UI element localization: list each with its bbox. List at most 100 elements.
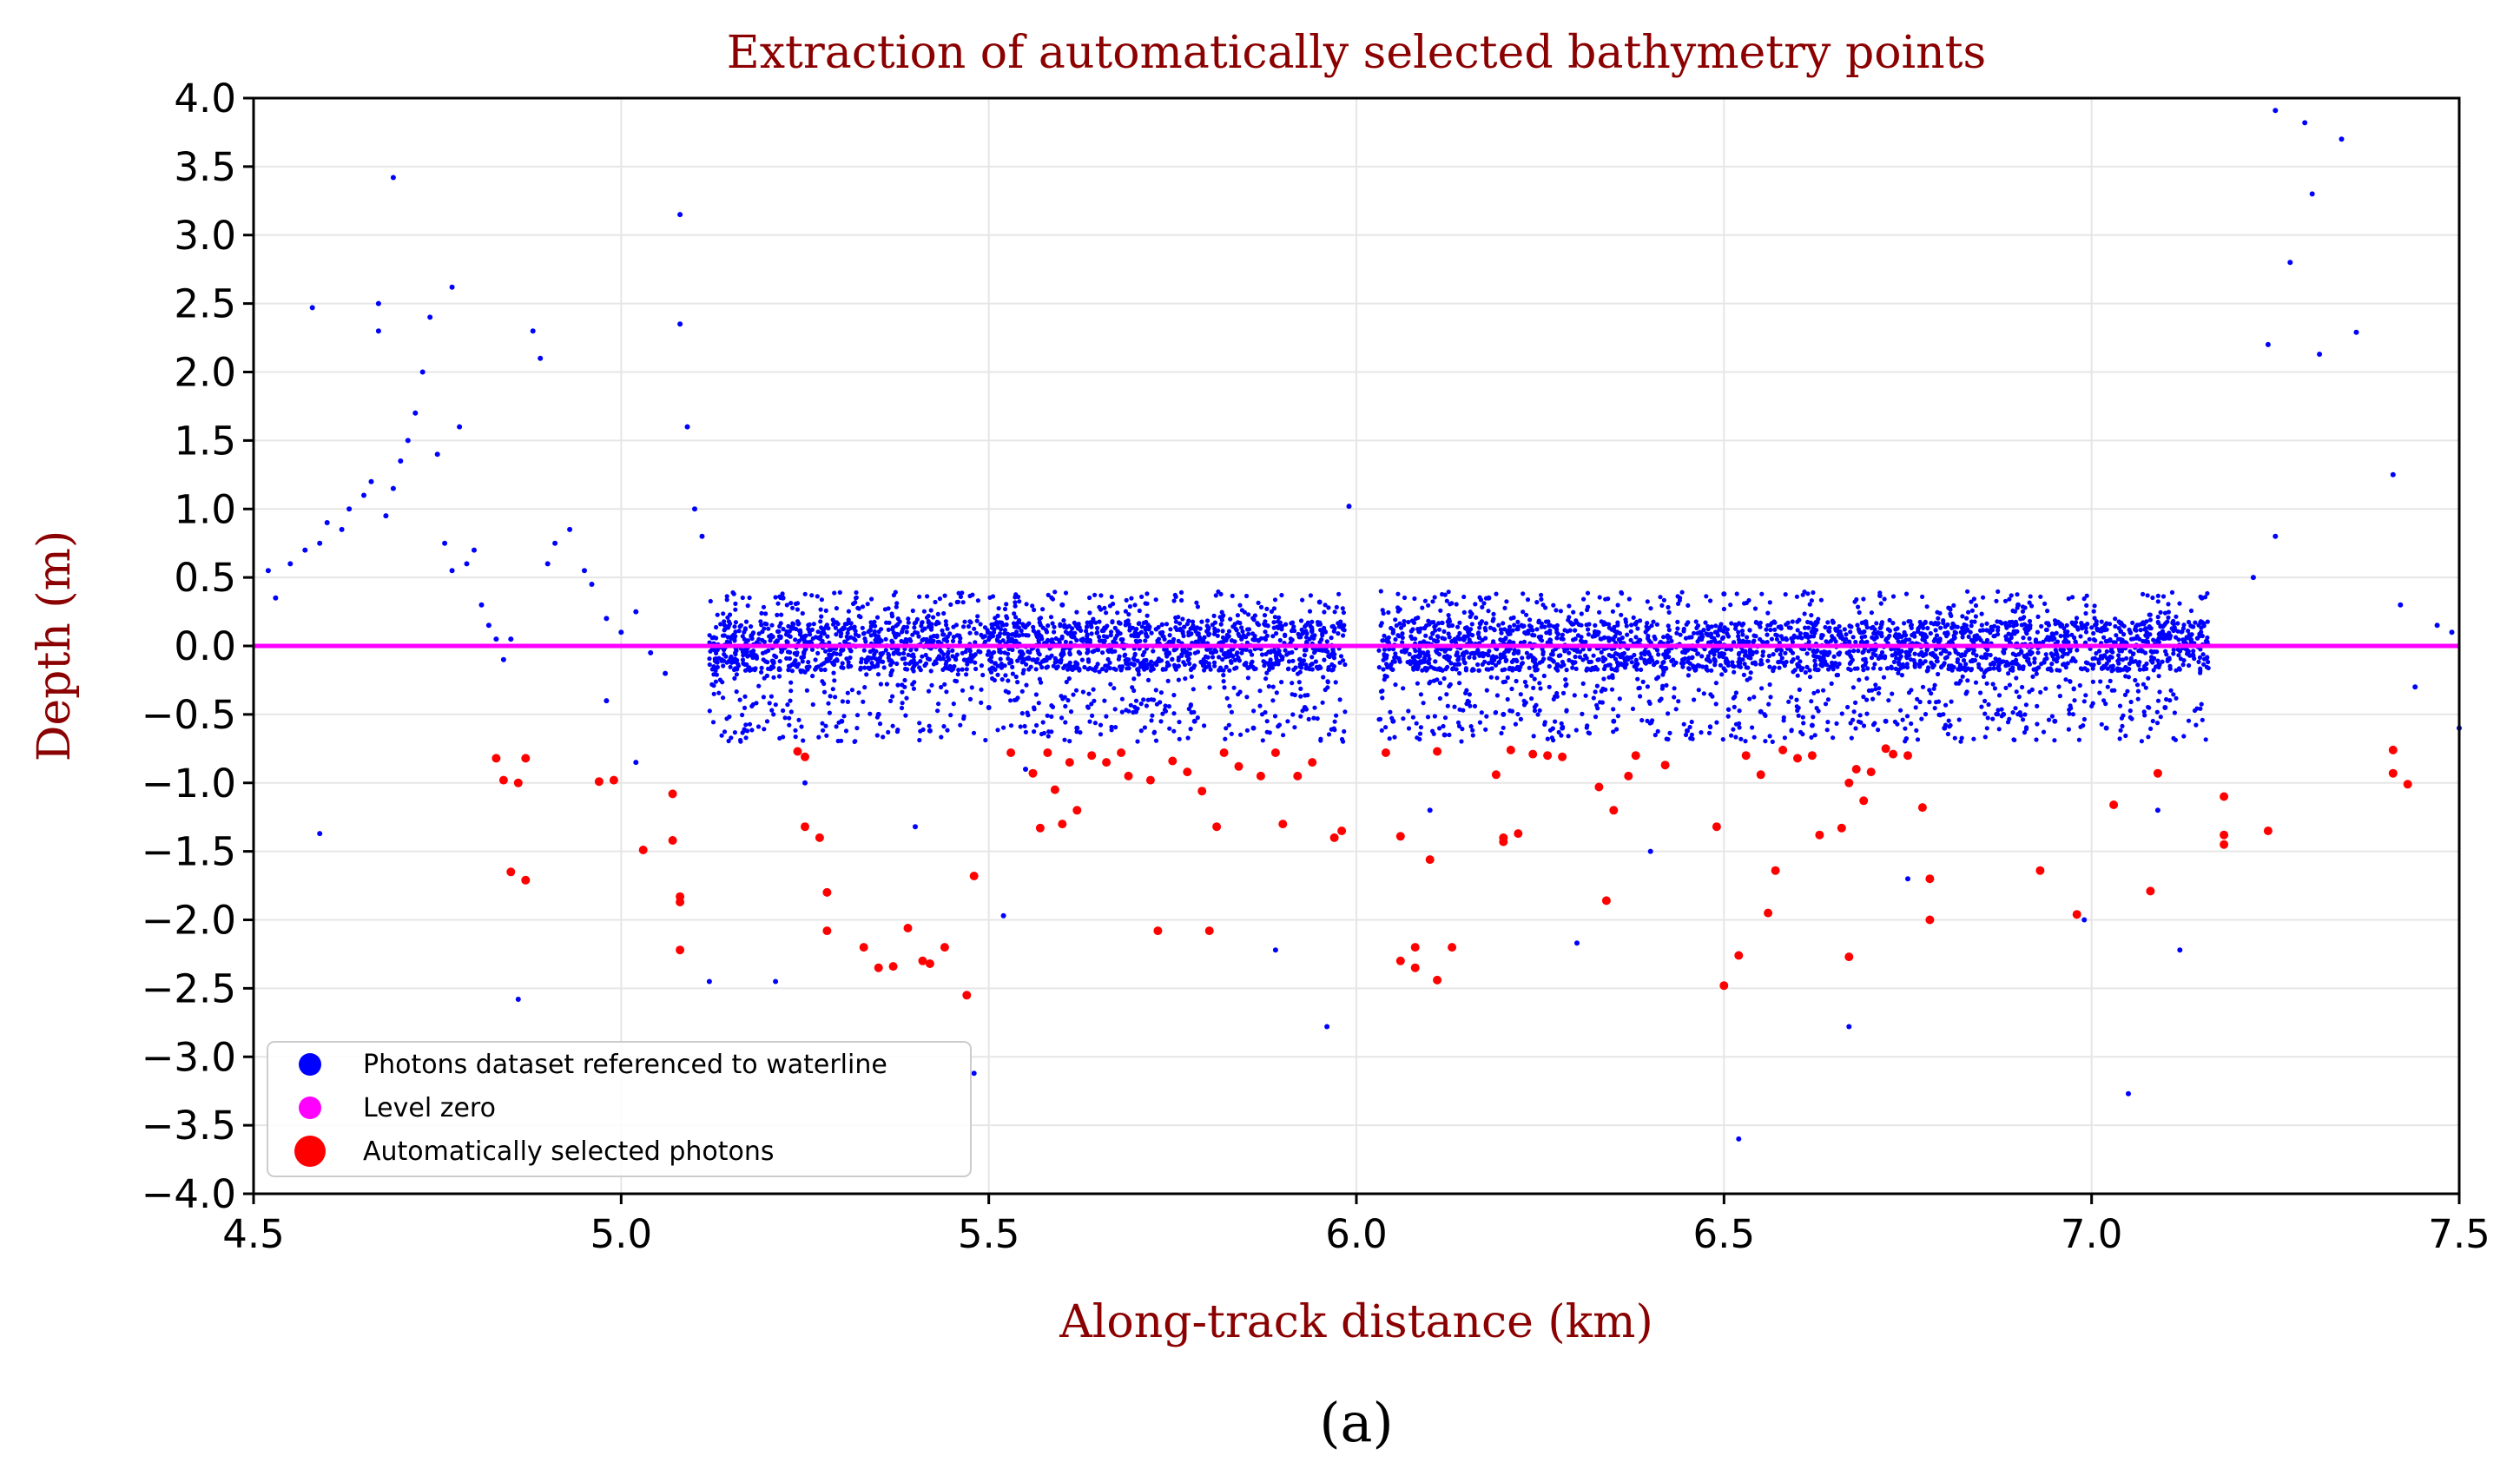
photon-band-point bbox=[2042, 601, 2048, 607]
photon-band-point bbox=[1857, 713, 1863, 718]
photon-band-point bbox=[1591, 653, 1596, 658]
photon-band-point bbox=[1142, 658, 1147, 663]
photon-band-point bbox=[1904, 714, 1910, 719]
photon-band-point bbox=[1449, 638, 1455, 643]
photon-band-point bbox=[1087, 595, 1092, 601]
photon-band-point bbox=[1264, 606, 1270, 612]
photon-band-point bbox=[943, 619, 948, 624]
photon-band-point bbox=[1870, 688, 1875, 693]
photon-band-point bbox=[1048, 615, 1054, 620]
photon-band-point bbox=[1185, 735, 1191, 741]
photon-band-point bbox=[2104, 649, 2109, 655]
photon-band-point bbox=[1298, 694, 1303, 699]
photon-band-point bbox=[1778, 626, 1784, 631]
photon-band-point bbox=[1103, 663, 1108, 669]
photon-band-point bbox=[1010, 647, 1015, 653]
photon-band-point bbox=[784, 655, 789, 662]
photon-band-point bbox=[900, 656, 905, 662]
photon-band-point bbox=[976, 649, 981, 654]
photon-band-point bbox=[2147, 705, 2152, 710]
photon-band-point bbox=[1086, 659, 1092, 664]
photon-band-point bbox=[1177, 720, 1182, 725]
photon-band-point bbox=[1444, 598, 1449, 603]
photon-band-point bbox=[1060, 696, 1065, 701]
photon-band-point bbox=[1916, 625, 1922, 631]
photon-band-point bbox=[760, 650, 766, 655]
photon-band-point bbox=[1299, 627, 1304, 633]
photon-band-point bbox=[1934, 633, 1940, 638]
photon-band-point bbox=[1211, 631, 1217, 636]
photon-band-point bbox=[1595, 706, 1600, 711]
photon-band-point bbox=[2035, 650, 2041, 655]
photon-band-point bbox=[939, 684, 944, 690]
photon-band-point bbox=[968, 620, 973, 625]
photon-band-point bbox=[1185, 657, 1191, 663]
photon-band-point bbox=[1163, 703, 1168, 708]
photon-band-point bbox=[1767, 600, 1772, 605]
photon-band-point bbox=[1400, 640, 1405, 645]
photon-band-point bbox=[1342, 728, 1347, 734]
photon-band-point bbox=[2156, 636, 2161, 641]
photon-band-point bbox=[1789, 728, 1794, 733]
photon-band-point bbox=[714, 656, 719, 662]
photon-band-point bbox=[890, 723, 895, 728]
photon-band-point bbox=[1267, 730, 1272, 735]
photon-band-point bbox=[1167, 639, 1172, 644]
photon-band-point bbox=[1759, 686, 1765, 691]
photon-band-point bbox=[1409, 636, 1415, 642]
photon-band-point bbox=[1231, 685, 1237, 690]
photon-band-point bbox=[995, 638, 1000, 643]
photon-band-point bbox=[952, 663, 957, 669]
photon-band-point bbox=[2089, 703, 2095, 709]
photon-band-point bbox=[1803, 669, 1808, 675]
photon-band-point bbox=[1505, 696, 1510, 702]
photon-band-point bbox=[1160, 711, 1165, 716]
photon-band-point bbox=[1969, 667, 1975, 672]
photon-band-point bbox=[1300, 597, 1305, 603]
photon-band-point bbox=[1795, 635, 1800, 640]
photon-band-point bbox=[1498, 627, 1504, 632]
photon-band-point bbox=[1240, 648, 1245, 653]
photon-band-point bbox=[964, 667, 969, 672]
photon-band-point bbox=[1629, 660, 1634, 665]
photon-band-point bbox=[2019, 649, 2024, 654]
photon-band-point bbox=[1695, 651, 1700, 656]
photon-band-point bbox=[707, 662, 712, 668]
photon-band-point bbox=[1958, 739, 1963, 744]
photon-band-point bbox=[1866, 649, 1871, 654]
photon-band-point bbox=[2055, 655, 2061, 661]
photon-band-point bbox=[1092, 698, 1097, 703]
photon-band-point bbox=[1102, 698, 1107, 703]
photon-band-point bbox=[1615, 603, 1620, 608]
photon-band-point bbox=[951, 635, 956, 640]
photon-band-point bbox=[2144, 619, 2149, 624]
photon-band-point bbox=[1091, 616, 1096, 622]
photon-band-point bbox=[754, 654, 759, 659]
photon-band-point bbox=[999, 665, 1004, 670]
photon-band-point bbox=[1248, 649, 1253, 654]
photon-band-point bbox=[1229, 731, 1234, 736]
photon-band-point bbox=[962, 657, 967, 662]
photon-band-point bbox=[841, 647, 846, 653]
photon-band-point bbox=[1920, 594, 1925, 600]
photon-band-point bbox=[827, 652, 832, 657]
photon-band-point bbox=[2155, 593, 2160, 598]
photon-band-point bbox=[1224, 664, 1229, 669]
photon-band-point bbox=[2015, 662, 2020, 667]
photon-band-point bbox=[1109, 629, 1114, 635]
photon-band-point bbox=[881, 665, 887, 670]
photon-band-point bbox=[1221, 673, 1226, 678]
photon-band-point bbox=[1008, 698, 1013, 703]
photon-band-point bbox=[1324, 639, 1329, 644]
photon-band-point bbox=[1606, 662, 1611, 668]
photon-band-point bbox=[1093, 620, 1098, 625]
photon-band-point bbox=[1692, 697, 1697, 702]
photon-band-point bbox=[1082, 664, 1087, 670]
photon-band-point bbox=[1435, 638, 1441, 644]
photon-band-point bbox=[1521, 591, 1526, 596]
photon-band-point bbox=[824, 622, 830, 628]
photon-band-point bbox=[1021, 623, 1026, 629]
photon-band-point bbox=[1192, 663, 1197, 669]
photon-band-point bbox=[1870, 722, 1877, 728]
photon-band-point bbox=[852, 624, 857, 629]
